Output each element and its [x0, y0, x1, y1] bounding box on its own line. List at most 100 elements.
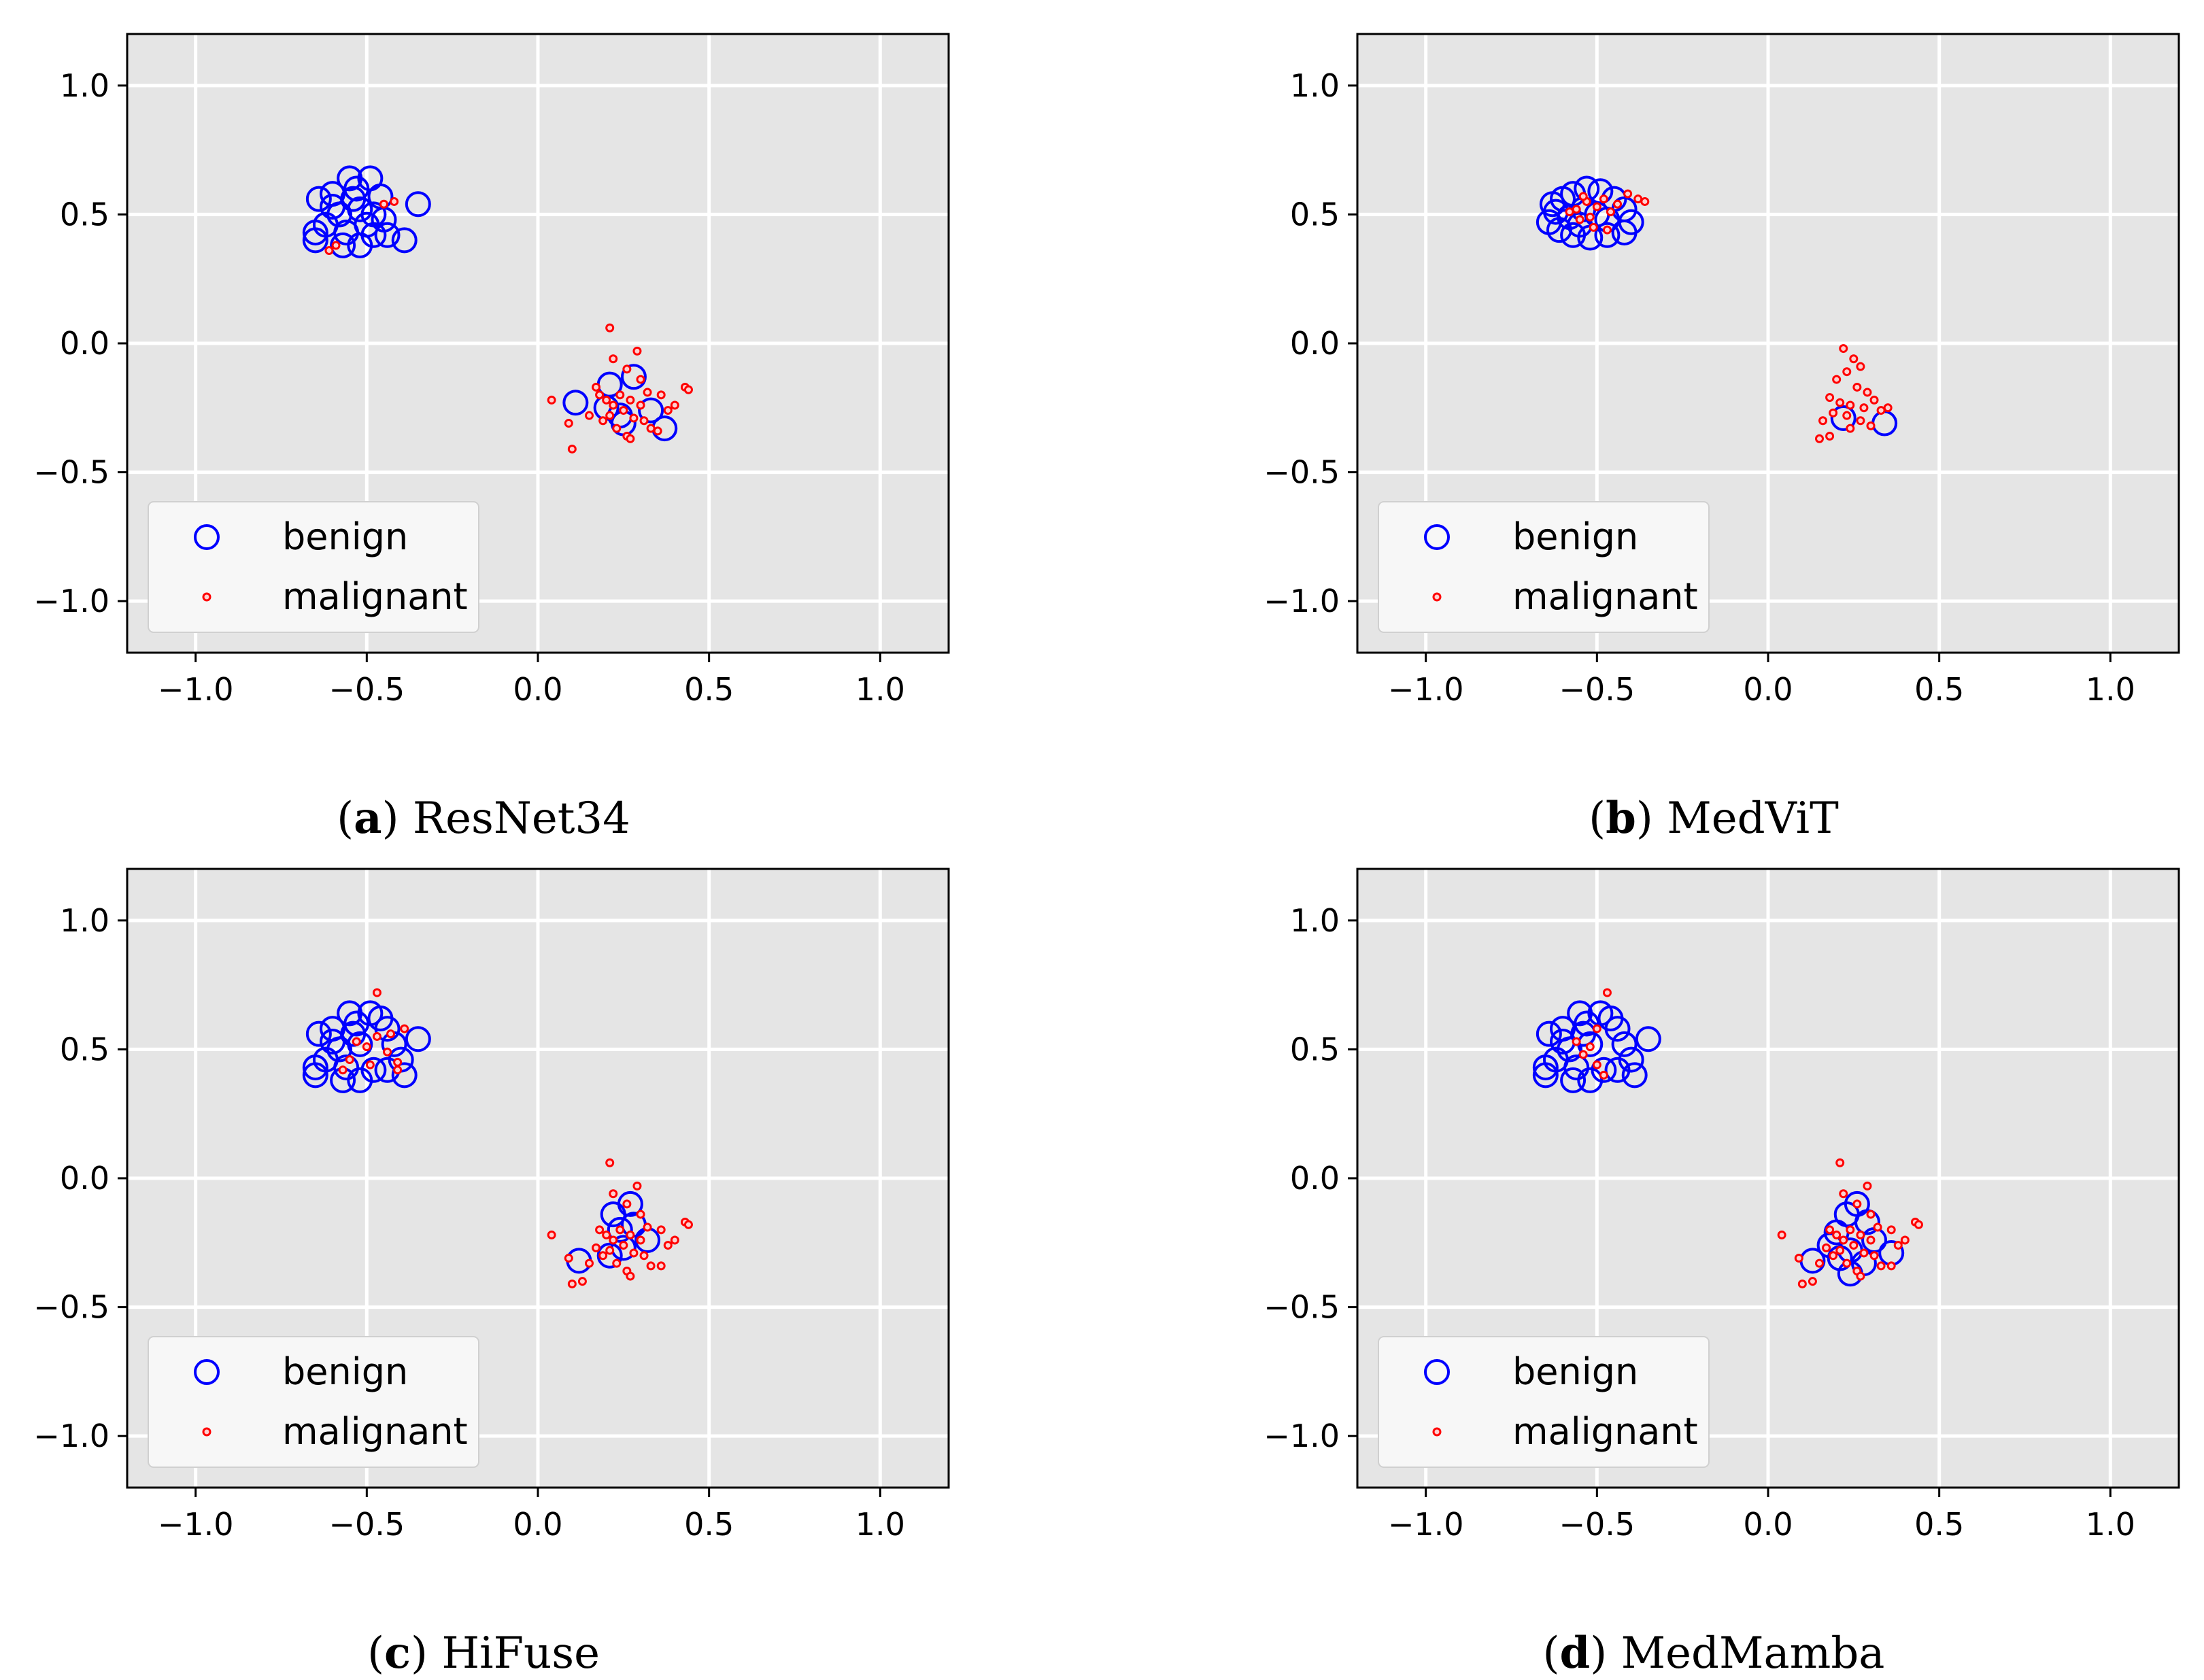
malignant-point: [1856, 362, 1865, 371]
benign-point: [302, 1062, 328, 1088]
malignant-point: [1839, 344, 1848, 354]
y-tick-label: −1.0: [33, 583, 109, 619]
malignant-point: [615, 390, 625, 400]
malignant-point: [1876, 406, 1886, 415]
malignant-point: [632, 1181, 642, 1190]
malignant-point: [663, 1241, 673, 1250]
malignant-point: [1883, 403, 1893, 413]
malignant-point: [1842, 411, 1852, 420]
malignant-point: [639, 1251, 649, 1261]
chart-panel-c: −1.0 −0.5 0.0 0.5 1.0 1.0 0.5 0.0 −0.5 −1.0 benign…: [33, 868, 950, 1543]
malignant-point: [362, 1042, 371, 1052]
malignant-point: [1825, 432, 1835, 441]
malignant-point: [1849, 1241, 1859, 1250]
x-tick-label: −1.0: [1388, 1506, 1464, 1543]
benign-point: [1560, 1067, 1587, 1093]
benign-point: [600, 1201, 626, 1228]
benign-point: [607, 1216, 633, 1243]
malignant-point: [632, 346, 642, 356]
chart-panel-b: −1.0 −0.5 0.0 0.5 1.0 1.0 0.5 0.0 −0.5 −1.0 benign…: [1264, 33, 2180, 708]
malignant-point: [1599, 194, 1608, 204]
malignant-point: [1592, 1060, 1601, 1069]
malignant-point: [1640, 196, 1650, 206]
chart-panel-d: −1.0 −0.5 0.0 0.5 1.0 1.0 0.5 0.0 −0.5 −1.0 benign…: [1264, 868, 2180, 1543]
benign-point: [333, 219, 360, 245]
malignant-point: [636, 400, 645, 410]
malignant-point: [1866, 1235, 1876, 1245]
y-tick-label: −0.5: [1264, 454, 1340, 491]
malignant-point: [595, 390, 605, 400]
x-tick-label: 1.0: [855, 671, 905, 708]
malignant-point: [1832, 1230, 1842, 1239]
malignant-point: [598, 1251, 608, 1261]
legend-marker-malignant: [202, 1427, 211, 1437]
malignant-point: [1835, 1158, 1845, 1167]
malignant-point: [564, 419, 573, 428]
malignant-point: [595, 1225, 605, 1235]
x-tick-label: −0.5: [1559, 671, 1635, 708]
benign-point: [1594, 222, 1621, 248]
benign-point: [405, 191, 431, 218]
benign-point: [302, 227, 328, 254]
malignant-point: [1572, 1037, 1581, 1046]
malignant-point: [1589, 222, 1598, 232]
benign-point: [1570, 1021, 1597, 1047]
y-tick-label: 1.0: [60, 67, 109, 104]
caption-letter: a: [354, 793, 382, 844]
malignant-point: [1829, 408, 1838, 417]
caption-name: MedMamba: [1621, 1628, 1885, 1679]
malignant-point: [1859, 403, 1869, 413]
malignant-point: [1846, 424, 1855, 433]
malignant-point: [1835, 1246, 1845, 1255]
malignant-point: [656, 390, 666, 400]
panel-caption: (c) HiFuse: [367, 1628, 600, 1679]
malignant-point: [1849, 354, 1859, 364]
malignant-point: [629, 413, 639, 423]
malignant-point: [646, 1261, 656, 1271]
malignant-point: [1873, 1222, 1882, 1232]
malignant-point: [1852, 1199, 1862, 1209]
malignant-point: [585, 1258, 594, 1268]
malignant-point: [643, 1222, 652, 1232]
benign-point: [1604, 1016, 1631, 1042]
legend-marker-benign: [194, 524, 220, 550]
benign-point: [340, 186, 367, 212]
x-tick-label: 0.0: [513, 1506, 562, 1543]
x-tick-label: 0.0: [1743, 1506, 1793, 1543]
malignant-point: [636, 1210, 645, 1219]
y-tick-label: −0.5: [33, 454, 109, 491]
malignant-point: [612, 424, 622, 433]
malignant-point: [1900, 1235, 1910, 1245]
malignant-point: [639, 416, 649, 426]
malignant-point: [547, 1230, 556, 1239]
malignant-point: [1815, 1258, 1824, 1268]
malignant-point: [1856, 1271, 1865, 1281]
caption-letter: b: [1606, 793, 1636, 844]
malignant-point: [602, 1230, 611, 1239]
malignant-point: [324, 246, 334, 255]
malignant-point: [1777, 1230, 1786, 1239]
benign-point: [1621, 1062, 1648, 1088]
malignant-point: [656, 1225, 666, 1235]
malignant-point: [1846, 400, 1855, 410]
y-tick-label: 0.0: [60, 325, 109, 362]
malignant-point: [643, 388, 652, 397]
malignant-point: [602, 395, 611, 405]
malignant-point: [1602, 225, 1612, 235]
benign-point: [620, 364, 647, 390]
x-tick-label: 0.5: [1914, 671, 1964, 708]
x-tick-label: −0.5: [1559, 1506, 1635, 1543]
malignant-point: [1818, 416, 1828, 426]
y-tick-label: −0.5: [33, 1289, 109, 1326]
y-tick-label: 0.5: [1290, 196, 1340, 233]
malignant-point: [1575, 215, 1584, 224]
x-tick-label: 1.0: [855, 1506, 905, 1543]
legend-label-benign: benign: [282, 515, 408, 558]
x-tick-label: 0.0: [1743, 671, 1793, 708]
malignant-point: [1623, 189, 1633, 199]
caption-name: HiFuse: [441, 1628, 600, 1679]
malignant-point: [1585, 1042, 1595, 1052]
legend-marker-benign: [1424, 524, 1450, 550]
malignant-point: [598, 416, 608, 426]
